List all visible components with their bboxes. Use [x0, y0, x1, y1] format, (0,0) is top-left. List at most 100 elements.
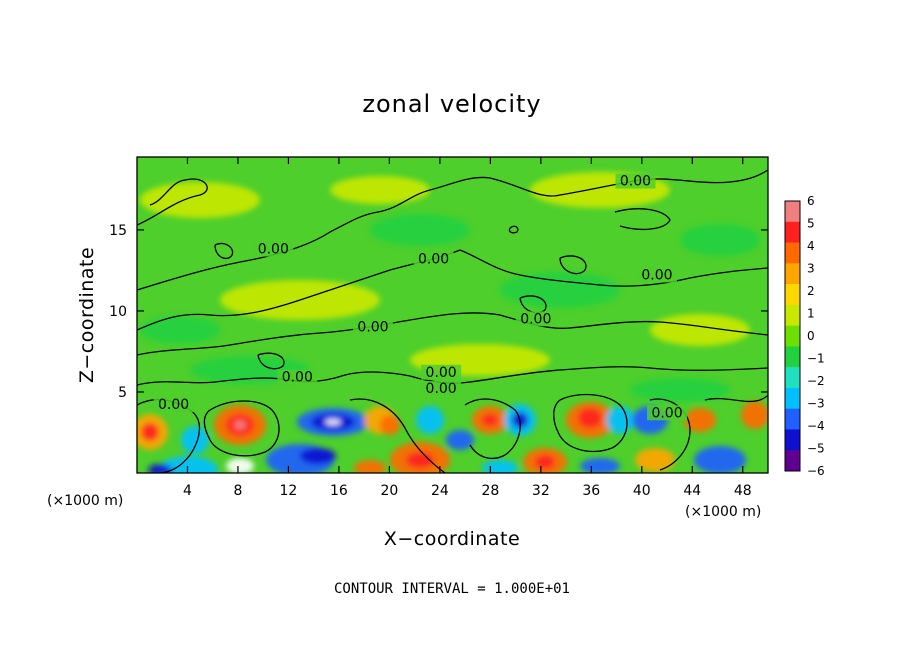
colorbar-swatch — [785, 450, 800, 472]
contour-label: 0.00 — [258, 242, 289, 258]
x-tick-label: 48 — [734, 483, 752, 499]
field-cell — [606, 406, 634, 434]
zero-contour-line — [559, 255, 587, 275]
field-cell — [482, 414, 498, 426]
colorbar-swatch — [785, 242, 800, 264]
field-cell — [446, 430, 474, 450]
colorbar-label: 3 — [807, 262, 815, 276]
field-cell — [140, 182, 260, 218]
zero-contour-line — [704, 393, 768, 403]
colorbar-label: 6 — [807, 194, 815, 208]
chart-title: zonal velocity — [362, 90, 541, 118]
field-cell — [226, 458, 254, 473]
contour-label-bg — [421, 364, 462, 380]
colorbar-swatch — [785, 346, 800, 368]
zero-contour-line — [409, 366, 768, 384]
zero-contour-line — [137, 312, 501, 356]
x-tick-label: 4 — [183, 483, 192, 499]
colorbar-label: 2 — [807, 284, 815, 298]
field-cell — [416, 406, 444, 434]
contour-label: 0.00 — [158, 397, 189, 413]
y-axis-ticks: 5 10 15 — [109, 223, 768, 401]
colorbar-label: −1 — [807, 352, 825, 366]
zero-contour-line — [257, 352, 285, 370]
field-cell — [500, 272, 620, 308]
field-cell — [141, 423, 159, 441]
field-cell — [635, 448, 675, 472]
plot-frame — [136, 156, 769, 474]
field-cell — [370, 214, 470, 246]
colorbar-label: −2 — [807, 374, 825, 388]
contour-interval-note: CONTOUR INTERVAL = 1.000E+01 — [334, 581, 570, 597]
field-cell — [694, 446, 746, 473]
colorbar-label: −3 — [807, 397, 825, 411]
x-tick-label: 32 — [532, 483, 550, 499]
contour-label-bg — [352, 319, 393, 335]
colorbar-swatch — [785, 304, 800, 326]
zero-contour-line — [508, 225, 519, 234]
plot-area: 0.000.000.000.000.000.000.00 0.000.000.00… — [137, 157, 768, 473]
field-cell — [630, 378, 730, 402]
field-cell — [181, 426, 209, 454]
contour-label: 0.00 — [426, 381, 457, 397]
colorbar-swatch — [785, 325, 800, 347]
x-tick-label: 12 — [280, 483, 298, 499]
zero-contour-line — [553, 393, 628, 453]
y-tick-label: 10 — [109, 304, 127, 320]
field-cell — [578, 408, 602, 428]
y-axis-label: Z−coordinate — [76, 247, 98, 383]
colorbar-label: 1 — [807, 307, 815, 321]
colorbar-label: 4 — [807, 239, 815, 253]
zero-contour-line — [464, 398, 521, 459]
zero-contour-line — [137, 178, 208, 226]
contour-labels: 0.000.000.000.000.000.000.00 0.000.000.00… — [153, 173, 688, 421]
x-unit-right: (×1000 m) — [685, 504, 761, 520]
x-axis-ticks: 4 8 12 16 20 24 28 32 36 40 44 48 — [183, 157, 752, 499]
y-tick-label: 5 — [118, 385, 127, 401]
colorbar-label: −5 — [807, 442, 825, 456]
contour-label: 0.00 — [651, 405, 682, 421]
x-tick-label: 28 — [481, 483, 499, 499]
colorbar-swatch — [785, 284, 800, 306]
field-cell — [354, 460, 386, 473]
contour-label: 0.00 — [426, 365, 457, 381]
field-cell — [650, 314, 750, 346]
colorbar-label: −4 — [807, 419, 825, 433]
contour-label-bg — [647, 405, 688, 421]
contour-label-bg — [277, 369, 318, 385]
field-cell — [300, 448, 336, 464]
field-cell — [140, 316, 220, 344]
x-tick-label: 40 — [633, 483, 651, 499]
colorbar-swatch — [785, 408, 800, 430]
colorbar-swatch — [785, 263, 800, 285]
zero-contour-line — [349, 398, 446, 473]
field-cell — [380, 415, 400, 435]
zero-contour-line — [649, 398, 691, 471]
field-cell — [580, 458, 620, 473]
x-tick-label: 8 — [233, 483, 242, 499]
contour-label-bg — [636, 267, 677, 283]
field-cell — [482, 460, 518, 473]
colorbar-label: 0 — [807, 329, 815, 343]
field-cell — [535, 455, 555, 469]
zero-contour-line — [137, 249, 461, 331]
x-tick-label: 20 — [380, 483, 398, 499]
zero-contour-line — [214, 242, 234, 259]
contour-label: 0.00 — [641, 268, 672, 284]
field-cell — [680, 224, 760, 256]
contour-label-bg — [421, 380, 462, 396]
contour-label: 0.00 — [282, 370, 313, 386]
x-tick-label: 36 — [582, 483, 600, 499]
contour-label-bg — [253, 241, 294, 257]
zero-contour-line — [203, 400, 280, 457]
colorbar-swatch — [785, 429, 800, 451]
colorbar-swatch — [785, 221, 800, 243]
contour-label: 0.00 — [620, 174, 651, 190]
x-unit-left: (×1000 m) — [47, 493, 123, 509]
velocity-field — [137, 172, 768, 473]
y-tick-label: 15 — [109, 223, 127, 239]
zero-contour-line — [519, 295, 547, 314]
zero-contour-line — [459, 249, 768, 287]
colorbar: 6 5 4 3 2 1 0 −1 −2 −3 −4 −5 −6 — [784, 194, 825, 478]
